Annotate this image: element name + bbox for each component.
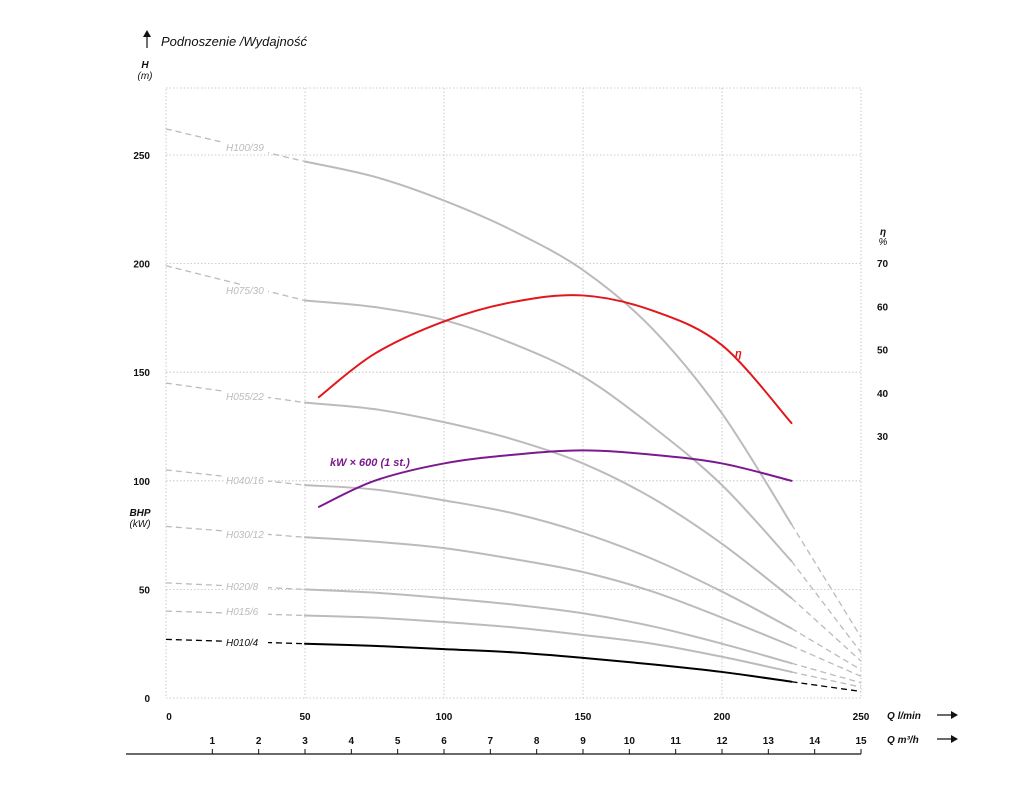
series-label: H015/6 xyxy=(226,607,259,618)
y-tick-label: 250 xyxy=(133,151,150,162)
series-dashed-start xyxy=(165,265,306,302)
series-label-bg xyxy=(224,475,268,487)
x2-tick-label: 15 xyxy=(855,736,867,747)
y-axis-label: H xyxy=(141,60,149,71)
x2-tick-label: 11 xyxy=(670,736,681,747)
series-label-bg xyxy=(224,637,268,649)
series-label: H030/12 xyxy=(226,530,264,541)
series-line xyxy=(304,160,793,526)
series-dashed-end xyxy=(791,671,862,688)
series-dashed-start xyxy=(165,525,306,538)
series-label: H020/8 xyxy=(226,582,259,593)
x2-tick-label: 2 xyxy=(256,736,262,747)
x-axis-unit: l/min xyxy=(898,711,921,722)
y-tick-label: 100 xyxy=(133,477,150,488)
y2-tick-label: 60 xyxy=(877,302,889,313)
series-line xyxy=(304,401,793,600)
chart-title: Podnoszenie /Wydajność xyxy=(161,34,307,49)
x-axis-arrow-head-icon xyxy=(951,711,958,719)
y2-axis-label: η xyxy=(880,227,886,238)
y2-axis-unit: % xyxy=(879,237,888,248)
y2-tick-label: 30 xyxy=(877,432,889,443)
y2-tick-label: 50 xyxy=(877,346,889,357)
series-label-bg xyxy=(224,142,268,154)
series-line xyxy=(304,484,793,630)
series-dashed-start xyxy=(165,469,306,486)
title-arrow-head-icon xyxy=(143,30,151,37)
series-label-bg xyxy=(224,581,268,593)
x2-axis-unit: m³/h xyxy=(898,735,919,746)
x-tick-label: 100 xyxy=(436,712,453,723)
x-tick-label: 0 xyxy=(166,712,172,723)
series-label: H075/30 xyxy=(226,286,264,297)
series-label-bg xyxy=(224,529,268,541)
y2-tick-label: 70 xyxy=(877,259,889,270)
series-line xyxy=(304,642,793,683)
labels: Podnoszenie /Wydajność H(m) η% BHP(kW) Q l/m… xyxy=(129,30,958,746)
x2-tick-label: 5 xyxy=(395,736,401,747)
series-dashed-end xyxy=(790,523,862,638)
series xyxy=(165,128,862,693)
y-tick-label: 200 xyxy=(133,260,150,271)
x2-tick-label: 12 xyxy=(716,736,728,747)
x2-tick-label: 14 xyxy=(809,736,821,747)
series-dashed-start xyxy=(165,610,306,617)
axes: 0 50 100 150 200 250 30 40 50 60 70 0 50 100 150 200 250… xyxy=(126,151,889,755)
series-dashed-end xyxy=(791,597,862,662)
x-tick-label: 150 xyxy=(575,712,592,723)
series-line xyxy=(317,294,793,425)
series-line xyxy=(304,299,793,563)
x2-tick-label: 4 xyxy=(349,736,355,747)
series-line xyxy=(304,588,793,665)
bhp-axis-label: BHP xyxy=(129,508,150,519)
series-dashed-start xyxy=(165,638,306,645)
x2-tick-label: 10 xyxy=(624,736,636,747)
x-axis-label: Q l/min xyxy=(887,711,921,722)
x2-axis-arrow-head-icon xyxy=(951,735,958,743)
x2-tick-label: 9 xyxy=(580,736,586,747)
y-tick-label: 150 xyxy=(133,368,150,379)
series-dashed-end xyxy=(791,662,862,684)
series-line xyxy=(317,449,793,508)
power-curve-label: kW × 600 (1 st.) xyxy=(330,457,410,469)
x2-tick-label: 3 xyxy=(302,736,308,747)
y-tick-label: 0 xyxy=(144,694,150,705)
x2-tick-label: 8 xyxy=(534,736,540,747)
series-label: H055/22 xyxy=(226,392,264,403)
x2-tick-label: 1 xyxy=(210,736,216,747)
series-dashed-start xyxy=(165,582,306,591)
series-label: H100/39 xyxy=(226,143,264,154)
series-dashed-end xyxy=(791,627,862,671)
series-label-bg xyxy=(224,606,268,618)
series-line xyxy=(304,536,793,647)
bhp-axis-unit: (kW) xyxy=(129,519,150,530)
y2-tick-label: 40 xyxy=(877,389,889,400)
series-label: H040/16 xyxy=(226,476,264,487)
x2-axis-label: Q m³/h xyxy=(887,735,919,746)
x2-tick-label: 7 xyxy=(488,736,494,747)
grid xyxy=(165,87,862,699)
series-dashed-end xyxy=(791,681,862,693)
plot-frame xyxy=(165,87,862,699)
series-label-bg xyxy=(224,285,268,297)
x-tick-label: 200 xyxy=(714,712,731,723)
x2-tick-label: 6 xyxy=(441,736,447,747)
x2-tick-label: 13 xyxy=(763,736,775,747)
y-axis-unit: (m) xyxy=(138,71,153,82)
x-tick-label: 250 xyxy=(853,712,870,723)
series-label-bg xyxy=(224,391,268,403)
series-dashed-end xyxy=(791,645,862,677)
series-label: H010/4 xyxy=(226,638,259,649)
y-tick-label: 50 xyxy=(139,585,151,596)
efficiency-label: η xyxy=(735,348,742,360)
series-line xyxy=(304,614,793,673)
x-tick-label: 50 xyxy=(299,712,311,723)
